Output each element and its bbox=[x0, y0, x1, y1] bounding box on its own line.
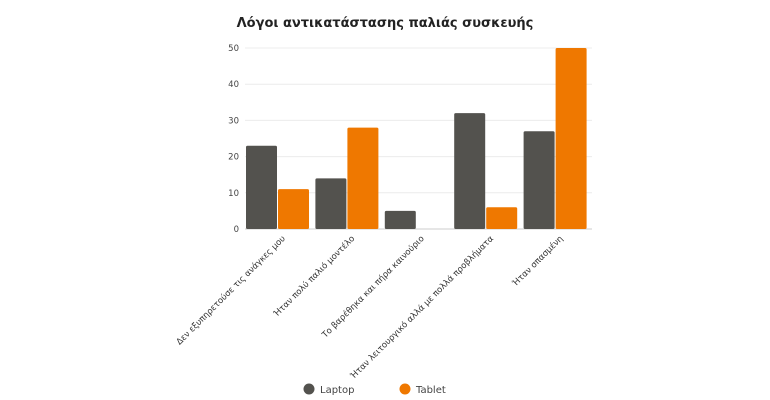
y-tick-label: 30 bbox=[228, 116, 239, 126]
legend-marker-tablet bbox=[399, 383, 411, 395]
y-tick-label: 40 bbox=[228, 80, 239, 90]
y-tick-label: 10 bbox=[228, 189, 239, 199]
x-category-label: Δεν εξυπηρετούσε τις ανάγκες μου bbox=[174, 233, 288, 347]
y-tick-label: 20 bbox=[228, 153, 239, 163]
bar-tablet bbox=[555, 48, 587, 229]
bar-tablet bbox=[278, 189, 309, 229]
bar-laptop bbox=[384, 210, 416, 229]
bar-laptop bbox=[454, 113, 486, 229]
y-tick-label: 50 bbox=[228, 44, 239, 54]
x-category-label: Ήταν πολύ παλιό μοντέλο bbox=[271, 233, 358, 320]
bar-laptop bbox=[523, 131, 555, 229]
legend-label-tablet: Tablet bbox=[415, 385, 446, 396]
legend-marker-laptop bbox=[303, 383, 315, 395]
legend-label-laptop: Laptop bbox=[320, 385, 354, 396]
chart-title: Λόγοι αντικατάστασης παλιάς συσκευής bbox=[237, 16, 534, 31]
bar-tablet bbox=[486, 207, 518, 229]
bar-laptop bbox=[246, 145, 277, 229]
bar-laptop bbox=[315, 178, 347, 229]
x-category-label: Ήταν λειτουργικό αλλά με πολλά προβλήματ… bbox=[347, 233, 496, 382]
x-category-label: Ήταν σπασμένη bbox=[509, 233, 565, 289]
bar-tablet bbox=[347, 127, 379, 229]
y-tick-label: 0 bbox=[234, 225, 239, 235]
